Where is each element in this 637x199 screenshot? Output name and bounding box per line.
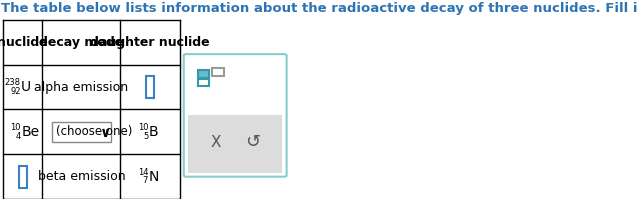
FancyBboxPatch shape: [183, 54, 287, 177]
Bar: [18, 166, 27, 187]
Bar: [3, 20, 180, 199]
Text: B: B: [148, 125, 159, 139]
Text: beta emission: beta emission: [38, 170, 125, 183]
Text: The table below lists information about the radioactive decay of three nuclides.: The table below lists information about …: [1, 2, 637, 15]
Text: daughter nuclide: daughter nuclide: [90, 36, 210, 49]
Text: alpha emission: alpha emission: [34, 81, 129, 94]
Bar: [198, 79, 209, 86]
Bar: [52, 122, 111, 142]
Text: Be: Be: [21, 125, 39, 139]
Text: (choose one): (choose one): [55, 125, 132, 138]
Text: 10: 10: [138, 123, 148, 132]
Text: 10: 10: [10, 123, 20, 132]
Text: decay mode: decay mode: [39, 36, 124, 49]
Text: nuclide: nuclide: [0, 36, 48, 49]
Text: N: N: [148, 170, 159, 184]
Text: 92: 92: [10, 87, 20, 96]
Text: X: X: [210, 135, 221, 150]
Bar: [146, 76, 154, 98]
Text: 14: 14: [138, 168, 148, 177]
Text: ↺: ↺: [245, 133, 261, 151]
Text: 4: 4: [15, 132, 20, 141]
Bar: [189, 115, 282, 173]
Text: U: U: [21, 80, 31, 94]
Bar: [211, 68, 224, 76]
Text: ∨: ∨: [100, 126, 111, 140]
Text: 7: 7: [143, 177, 148, 185]
Bar: [198, 70, 209, 78]
Text: 5: 5: [143, 132, 148, 141]
Text: 238: 238: [4, 78, 20, 87]
